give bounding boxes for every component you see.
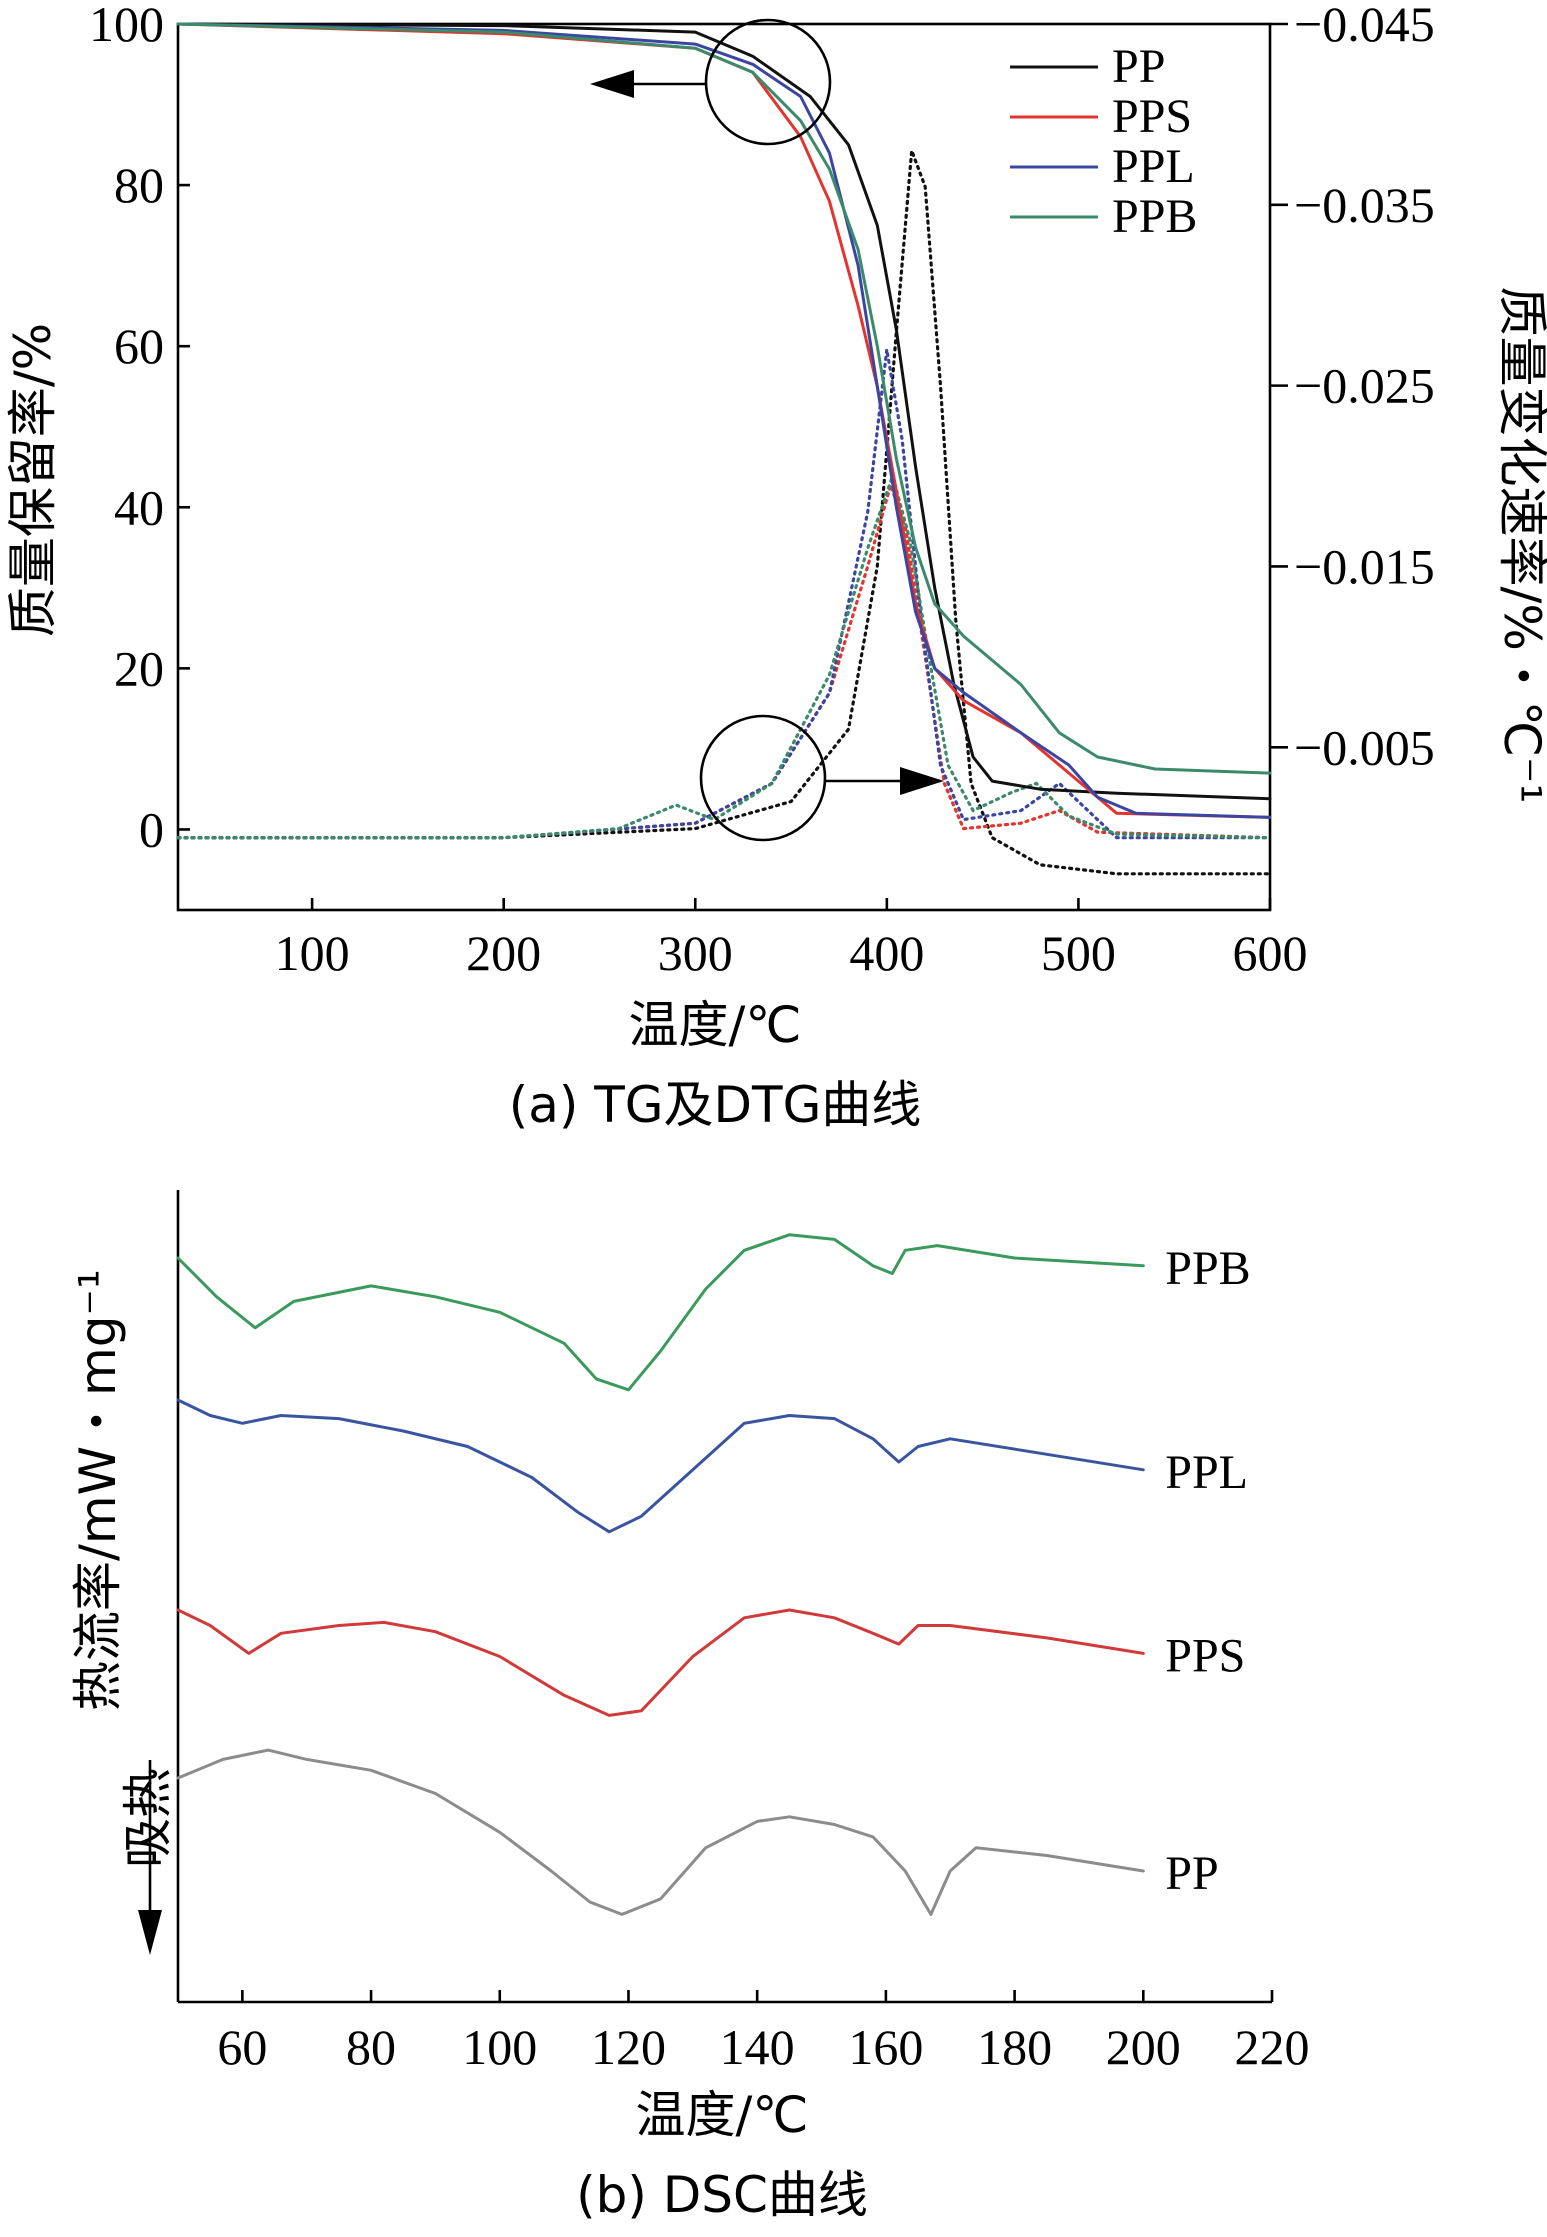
- tg-y-tick-label: 40: [114, 479, 164, 535]
- dtg-y2-tick-label: −0.015: [1294, 538, 1435, 594]
- legend-label-ppb: PPB: [1112, 190, 1197, 243]
- tg-x-axis-title: 温度/℃: [629, 996, 802, 1054]
- dsc-curve-pps: [176, 1608, 1145, 1717]
- dsc-label-ppl: PPL: [1165, 1446, 1248, 1499]
- tg-curve-pp: [176, 22, 1272, 801]
- panel-b-caption: (b) DSC曲线: [576, 2166, 868, 2224]
- panel-a-caption: (a) TG及DTG曲线: [509, 1076, 922, 1134]
- tg-left-arrowhead: [590, 70, 634, 98]
- dsc-x-tick-label: 160: [848, 2019, 923, 2075]
- dtg-y2-tick-label: −0.005: [1294, 719, 1435, 775]
- tg-curve-pps: [176, 22, 1272, 819]
- dtg-curve-ppb: [176, 470, 1272, 840]
- dsc-x-tick-label: 60: [217, 2019, 267, 2075]
- dsc-series-labels: PPB PPL PPS PP: [1165, 1242, 1250, 1900]
- tg-x-tick-label: 300: [658, 925, 733, 981]
- dtg-annotation-circle: [699, 714, 827, 842]
- dsc-curves: [176, 1233, 1145, 1916]
- tg-plot-frame: [176, 22, 1272, 912]
- dsc-curve-ppl: [176, 1398, 1145, 1534]
- dsc-x-tick-label: 180: [977, 2019, 1052, 2075]
- dsc-x-tick-label: 120: [591, 2019, 666, 2075]
- tg-legend: PP PPS PPL PPB: [1010, 40, 1197, 243]
- dsc-x-tick-label: 220: [1235, 2019, 1310, 2075]
- dtg-y2-tick-label: −0.035: [1294, 177, 1435, 233]
- tg-x-ticks: 100 200 300 400 500 600: [275, 898, 1308, 981]
- dtg-y2-tick-label: −0.025: [1294, 358, 1435, 414]
- dsc-x-tick-label: 140: [720, 2019, 795, 2075]
- dsc-curve-pp: [176, 1748, 1145, 1916]
- tg-x-tick-label: 100: [275, 925, 350, 981]
- dsc-x-tick-label: 100: [462, 2019, 537, 2075]
- tg-x-tick-label: 600: [1233, 925, 1308, 981]
- tg-curve-ppl: [176, 22, 1272, 819]
- tg-y-tick-label: 80: [114, 157, 164, 213]
- tg-x-tick-label: 500: [1041, 925, 1116, 981]
- endotherm-arrowhead: [138, 1910, 162, 1955]
- legend-label-pps: PPS: [1112, 90, 1192, 143]
- tg-y-tick-label: 60: [114, 318, 164, 374]
- tg-y-tick-label: 100: [89, 0, 164, 52]
- panel-b: 60 80 100 120 140 160 180 200 220 PPB PPL PPS PP 吸热…: [69, 1190, 1310, 2224]
- dtg-y2-tick-label: −0.045: [1294, 0, 1435, 52]
- dtg-curve-pp: [176, 150, 1272, 876]
- tg-y-tick-label: 20: [114, 640, 164, 696]
- tg-y-axis-title: 质量保留率/%: [4, 323, 62, 637]
- dtg-curve-pps: [176, 479, 1272, 840]
- tg-y-tick-label: 0: [139, 801, 164, 857]
- dsc-x-ticks: 60 80 100 120 140 160 180 200 220: [217, 1990, 1310, 2075]
- dsc-curve-ppb: [176, 1233, 1145, 1392]
- dtg-y-axis-title: 质量变化速率/%・℃⁻¹: [1493, 287, 1547, 804]
- dsc-label-pps: PPS: [1165, 1629, 1245, 1682]
- tg-x-tick-label: 200: [466, 925, 541, 981]
- endotherm-label: 吸热: [119, 1768, 177, 1868]
- dsc-x-tick-label: 200: [1106, 2019, 1181, 2075]
- dsc-y-axis-title: 热流率/mW・mg⁻¹: [69, 1269, 127, 1711]
- legend-label-ppl: PPL: [1112, 140, 1195, 193]
- dtg-curve-ppl: [176, 349, 1272, 840]
- dsc-label-ppb: PPB: [1165, 1242, 1250, 1295]
- dsc-label-pp: PP: [1165, 1847, 1218, 1900]
- tg-y-ticks: 0 20 40 60 80 100: [89, 0, 190, 857]
- dsc-x-axis-title: 温度/℃: [636, 2086, 809, 2144]
- dsc-x-tick-label: 80: [346, 2019, 396, 2075]
- tg-x-tick-label: 400: [849, 925, 924, 981]
- tg-curves: [176, 22, 1272, 819]
- dtg-curves: [176, 150, 1272, 876]
- legend-label-pp: PP: [1112, 40, 1165, 93]
- dtg-y2-ticks: −0.045 −0.035 −0.025 −0.015 −0.005: [1270, 0, 1435, 775]
- dtg-right-arrowhead: [900, 767, 944, 795]
- tg-curve-ppb: [176, 22, 1272, 775]
- tg-annotation-circle: [704, 18, 832, 146]
